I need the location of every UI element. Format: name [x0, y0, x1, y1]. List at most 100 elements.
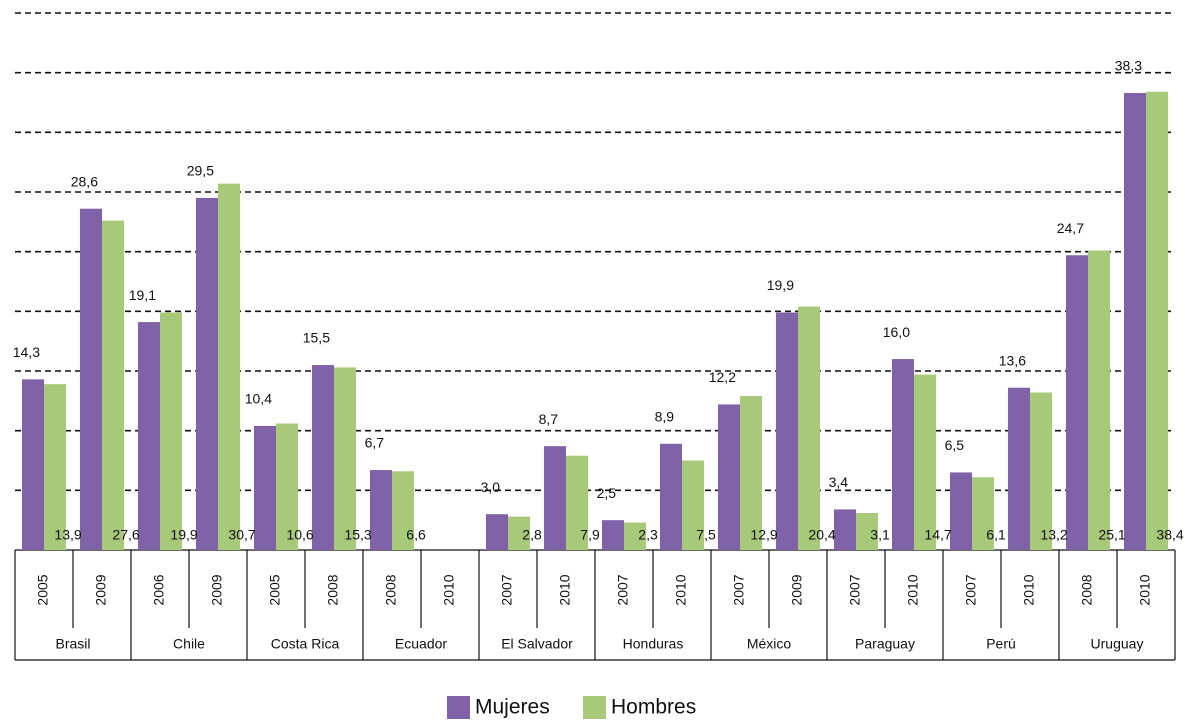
- data-label: 15,3: [344, 527, 371, 543]
- data-label: 19,1: [129, 287, 156, 303]
- data-label: 12,2: [709, 369, 736, 385]
- data-label: 6,1: [986, 527, 1006, 543]
- bar: [740, 396, 763, 550]
- data-label: 25,1: [1098, 527, 1125, 543]
- legend-label: Mujeres: [475, 696, 550, 719]
- x-tick-label: 2005: [267, 574, 283, 605]
- x-tick-label: 2010: [557, 574, 573, 605]
- x-tick-label: 2010: [1021, 574, 1037, 605]
- bar: [311, 365, 334, 550]
- data-label: 8,9: [655, 408, 675, 424]
- bar: [21, 379, 44, 550]
- bar: [601, 520, 624, 550]
- group-label: Honduras: [623, 636, 684, 652]
- data-label: 30,7: [228, 527, 255, 543]
- x-tick-label: 2008: [325, 574, 341, 605]
- data-label: 19,9: [767, 277, 794, 293]
- data-label: 15,5: [303, 330, 330, 346]
- data-label: 14,3: [13, 344, 40, 360]
- data-label: 6,7: [365, 435, 385, 451]
- bar: [137, 322, 160, 550]
- data-label: 2,5: [597, 485, 617, 501]
- data-label: 19,9: [170, 527, 197, 543]
- x-tick-label: 2005: [35, 574, 51, 605]
- bar: [566, 455, 589, 550]
- x-tick-label: 2007: [615, 574, 631, 605]
- data-label: 12,9: [750, 527, 777, 543]
- bar: [682, 460, 705, 550]
- data-label: 16,0: [883, 324, 910, 340]
- bar: [1146, 91, 1169, 550]
- data-label: 10,6: [286, 527, 313, 543]
- data-label: 8,7: [539, 411, 559, 427]
- data-label: 27,6: [112, 527, 139, 543]
- group-label: Brasil: [55, 636, 90, 652]
- group-label: Chile: [173, 636, 205, 652]
- data-label: 13,6: [999, 352, 1026, 368]
- bar: [1030, 392, 1053, 550]
- bar: [1123, 92, 1146, 550]
- x-tick-label: 2010: [441, 574, 457, 605]
- bar: [44, 384, 67, 550]
- x-tick-label: 2009: [93, 574, 109, 605]
- bar: [543, 446, 566, 550]
- bar: [334, 367, 357, 550]
- data-label: 13,2: [1040, 527, 1067, 543]
- bar: [949, 472, 972, 550]
- group-label: Uruguay: [1091, 636, 1144, 652]
- x-tick-label: 2010: [673, 574, 689, 605]
- group-label: Ecuador: [395, 636, 447, 652]
- bar: [218, 183, 241, 550]
- bar: [253, 425, 276, 550]
- data-label: 24,7: [1057, 220, 1084, 236]
- x-tick-label: 2009: [209, 574, 225, 605]
- bar: [914, 374, 937, 550]
- bar: [102, 220, 125, 550]
- bar: [1088, 250, 1111, 550]
- data-label: 3,1: [870, 527, 890, 543]
- data-label: 10,4: [245, 391, 272, 407]
- bar: [485, 514, 508, 550]
- bar: [195, 197, 218, 550]
- x-tick-label: 2006: [151, 574, 167, 605]
- x-tick-label: 2008: [383, 574, 399, 605]
- bar: [717, 404, 740, 550]
- group-label: Paraguay: [855, 636, 915, 652]
- legend-label: Hombres: [611, 696, 696, 719]
- data-label: 6,6: [406, 527, 426, 543]
- x-tick-label: 2010: [905, 574, 921, 605]
- bar: [798, 306, 821, 550]
- data-label: 38,4: [1156, 527, 1183, 543]
- bar: [369, 470, 392, 550]
- group-label: El Salvador: [501, 636, 573, 652]
- data-label: 3,4: [829, 474, 849, 490]
- bar: [833, 509, 856, 550]
- legend-swatch: [583, 696, 606, 719]
- bar: [79, 208, 102, 550]
- bar: [972, 477, 995, 550]
- bar: [659, 443, 682, 550]
- data-label: 20,4: [808, 527, 835, 543]
- data-label: 6,5: [945, 437, 965, 453]
- bar: [508, 516, 531, 550]
- bar: [891, 359, 914, 550]
- x-tick-label: 2008: [1079, 574, 1095, 605]
- data-label: 3,0: [481, 479, 501, 495]
- x-tick-label: 2007: [499, 574, 515, 605]
- legend-swatch: [447, 696, 470, 719]
- bar: [276, 423, 299, 550]
- bar: [624, 522, 647, 550]
- bar: [1007, 387, 1030, 550]
- data-label: 7,5: [696, 527, 716, 543]
- bar: [856, 513, 879, 550]
- group-label: Perú: [986, 636, 1016, 652]
- bar: [160, 312, 183, 550]
- data-label: 7,9: [580, 527, 600, 543]
- data-label: 13,9: [54, 527, 81, 543]
- group-label: Costa Rica: [271, 636, 340, 652]
- data-label: 28,6: [71, 173, 98, 189]
- bar: [1065, 255, 1088, 550]
- data-label: 38,3: [1115, 58, 1142, 74]
